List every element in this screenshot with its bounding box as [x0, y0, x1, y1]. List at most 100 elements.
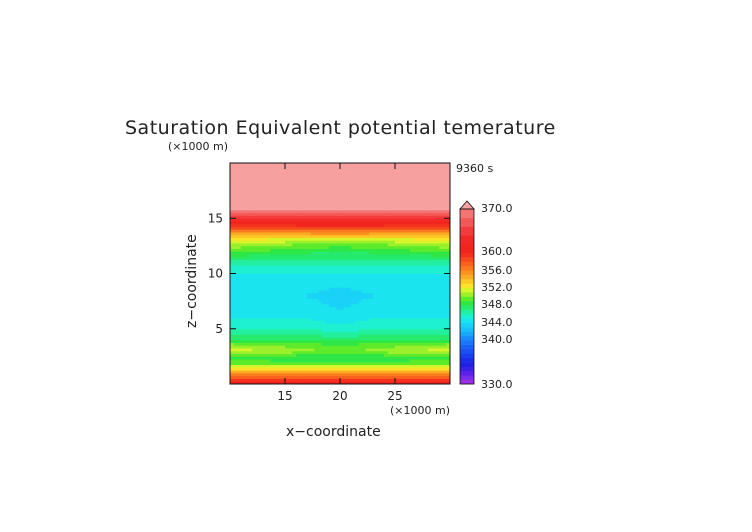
heatmap-cell	[343, 342, 348, 346]
heatmap-cell	[314, 201, 319, 205]
heatmap-cell	[288, 176, 293, 180]
heatmap-cell	[340, 323, 345, 327]
heatmap-cell	[431, 381, 436, 385]
heatmap-cell	[384, 270, 389, 274]
heatmap-cell	[384, 163, 389, 167]
heatmap-cell	[266, 262, 271, 266]
heatmap-cell	[307, 212, 312, 216]
heatmap-cell	[417, 314, 422, 319]
heatmap-cell	[288, 331, 293, 335]
heatmap-cell	[380, 232, 385, 236]
heatmap-cell	[384, 364, 389, 368]
heatmap-cell	[288, 298, 293, 302]
heatmap-cell	[292, 323, 297, 327]
heatmap-cell	[387, 209, 392, 214]
heatmap-cell	[431, 323, 436, 327]
heatmap-cell	[387, 207, 392, 211]
heatmap-cell	[417, 273, 422, 277]
heatmap-cell	[442, 350, 447, 355]
colorbar-segment	[460, 322, 474, 328]
heatmap-cell	[230, 370, 235, 374]
heatmap-cell	[307, 353, 312, 357]
heatmap-cell	[307, 279, 312, 283]
heatmap-cell	[292, 201, 297, 205]
heatmap-cell	[288, 212, 293, 216]
heatmap-cell	[310, 176, 315, 180]
heatmap-cell	[263, 334, 268, 338]
heatmap-cell	[376, 378, 381, 382]
heatmap-cell	[266, 372, 271, 377]
heatmap-cell	[303, 270, 308, 274]
heatmap-cell	[395, 215, 400, 219]
heatmap-cell	[233, 353, 238, 357]
heatmap-cell	[270, 378, 275, 382]
heatmap-cell	[369, 226, 374, 230]
heatmap-cell	[230, 232, 235, 236]
heatmap-cell	[325, 328, 330, 332]
heatmap-cell	[248, 251, 253, 255]
heatmap-cell	[395, 163, 400, 167]
heatmap-cell	[318, 254, 323, 258]
heatmap-cell	[373, 370, 378, 374]
heatmap-cell	[446, 168, 451, 172]
heatmap-cell	[442, 320, 447, 324]
heatmap-cell	[347, 262, 352, 266]
heatmap-cell	[420, 372, 425, 377]
heatmap-cell	[358, 256, 363, 261]
heatmap-cell	[318, 342, 323, 346]
heatmap-cell	[233, 364, 238, 368]
heatmap-cell	[446, 254, 451, 258]
heatmap-cell	[241, 370, 246, 374]
heatmap-cell	[292, 295, 297, 299]
heatmap-cell	[244, 165, 249, 169]
heatmap-cell	[380, 328, 385, 332]
heatmap-cell	[384, 334, 389, 338]
heatmap-cell	[417, 240, 422, 244]
heatmap-cell	[270, 370, 275, 374]
heatmap-cell	[398, 212, 403, 216]
heatmap-cell	[321, 342, 326, 346]
heatmap-cell	[413, 165, 418, 169]
heatmap-cell	[362, 281, 367, 285]
heatmap-cell	[296, 314, 301, 319]
heatmap-cell	[435, 267, 440, 272]
heatmap-cell	[318, 179, 323, 183]
heatmap-cell	[446, 248, 451, 252]
heatmap-cell	[270, 185, 275, 189]
heatmap-cell	[259, 254, 264, 258]
heatmap-cell	[255, 204, 260, 208]
heatmap-cell	[336, 279, 341, 283]
heatmap-cell	[274, 265, 279, 269]
heatmap-cell	[310, 378, 315, 382]
heatmap-cell	[398, 334, 403, 338]
heatmap-cell	[369, 276, 374, 280]
heatmap-cell	[255, 298, 260, 302]
heatmap-cell	[354, 171, 359, 175]
heatmap-cell	[310, 298, 315, 302]
heatmap-cell	[307, 312, 312, 316]
heatmap-cell	[274, 273, 279, 277]
heatmap-cell	[292, 301, 297, 305]
heatmap-cell	[369, 221, 374, 225]
heatmap-cell	[329, 270, 334, 274]
heatmap-cell	[248, 168, 253, 172]
heatmap-cell	[398, 207, 403, 211]
heatmap-cell	[241, 201, 246, 205]
heatmap-cell	[358, 165, 363, 169]
colorbar-segment	[460, 366, 474, 372]
heatmap-cell	[384, 337, 389, 341]
heatmap-cell	[365, 284, 370, 288]
heatmap-cell	[230, 312, 235, 316]
heatmap-cell	[307, 367, 312, 371]
heatmap-cell	[285, 207, 290, 211]
heatmap-cell	[435, 364, 440, 368]
heatmap-cell	[314, 367, 319, 371]
heatmap-cell	[343, 339, 348, 343]
heatmap-cell	[406, 301, 411, 305]
heatmap-cell	[299, 273, 304, 277]
heatmap-cell	[351, 267, 356, 272]
heatmap-cell	[395, 287, 400, 291]
heatmap-cell	[274, 303, 279, 308]
heatmap-cell	[241, 207, 246, 211]
heatmap-cell	[285, 251, 290, 255]
